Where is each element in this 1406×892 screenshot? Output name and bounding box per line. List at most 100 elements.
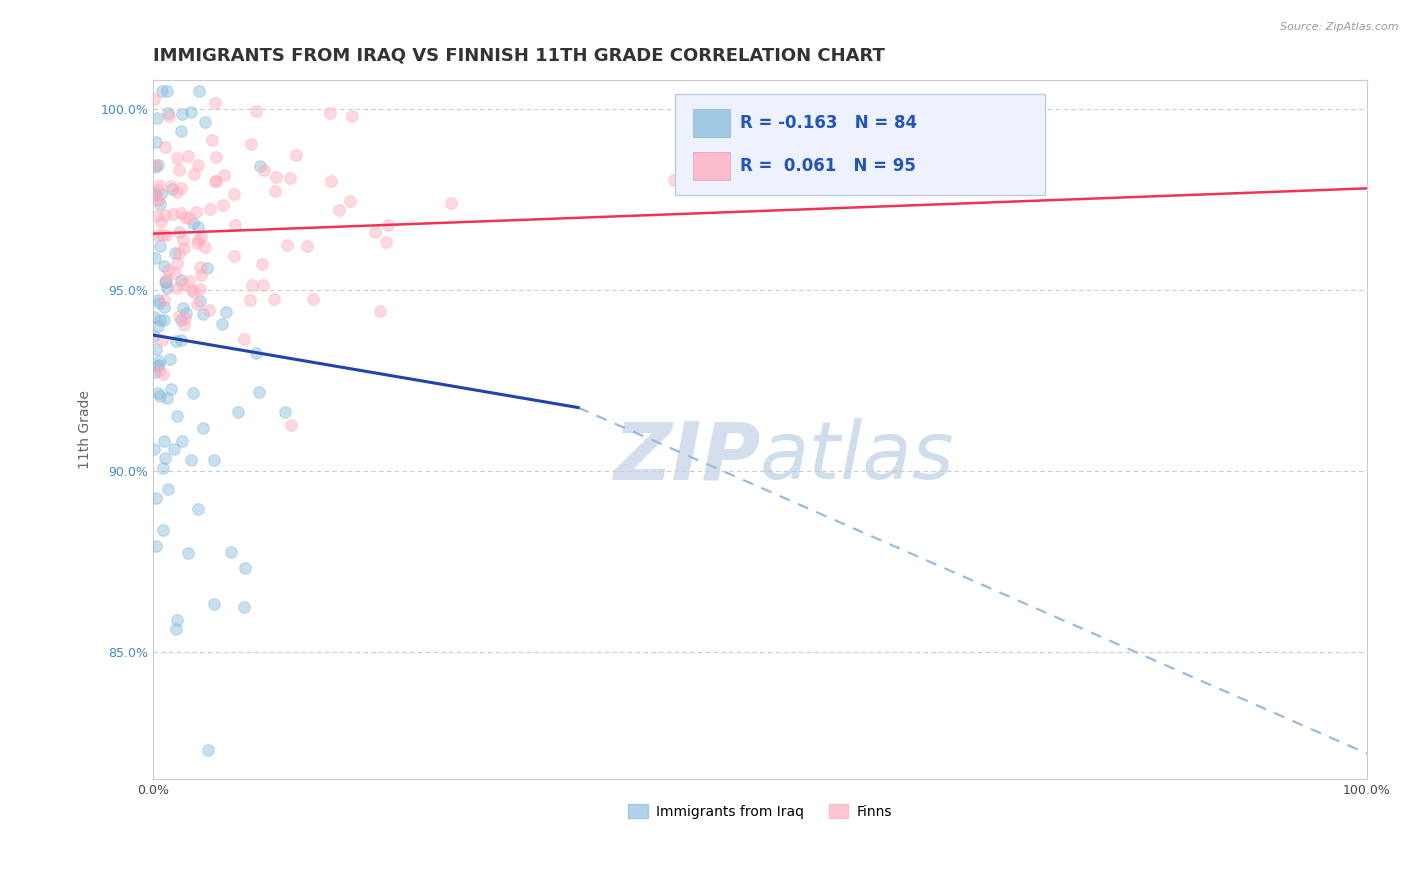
Point — [143, 160, 166, 174]
Point — [319, 174, 342, 188]
Point — [152, 523, 174, 537]
Point — [167, 309, 190, 323]
Point — [149, 238, 172, 252]
Point — [166, 185, 188, 199]
Point — [264, 170, 287, 185]
Legend: Immigrants from Iraq, Finns: Immigrants from Iraq, Finns — [623, 799, 898, 824]
Point — [177, 546, 200, 560]
Point — [157, 106, 180, 120]
Point — [149, 197, 172, 211]
Point — [212, 169, 235, 183]
Point — [166, 409, 188, 424]
Point — [187, 233, 209, 247]
Point — [215, 305, 238, 319]
Point — [340, 109, 363, 123]
Point — [180, 104, 202, 119]
Point — [153, 312, 176, 326]
Point — [183, 168, 205, 182]
Point — [146, 111, 169, 125]
Point — [263, 293, 285, 307]
Point — [149, 389, 172, 403]
Point — [181, 386, 204, 401]
Point — [364, 225, 387, 239]
Text: ZIP: ZIP — [613, 418, 761, 496]
Point — [278, 170, 301, 185]
Point — [170, 180, 193, 194]
Point — [148, 178, 170, 193]
Point — [155, 272, 177, 286]
Point — [180, 453, 202, 467]
Point — [211, 317, 233, 331]
Point — [374, 235, 396, 249]
Point — [148, 354, 170, 368]
Point — [145, 135, 167, 149]
Point — [179, 274, 201, 288]
Point — [159, 351, 181, 366]
Point — [183, 285, 205, 299]
Point — [172, 277, 194, 291]
Point — [157, 109, 180, 123]
Point — [377, 218, 399, 232]
Point — [153, 293, 176, 308]
Point — [167, 163, 190, 178]
Point — [201, 133, 224, 147]
Point — [224, 218, 246, 232]
Point — [186, 205, 208, 219]
Point — [170, 124, 193, 138]
Point — [233, 561, 256, 575]
Point — [143, 93, 166, 107]
Point — [276, 237, 298, 252]
Point — [187, 501, 209, 516]
Point — [145, 342, 167, 356]
Point — [156, 281, 179, 295]
Point — [176, 306, 198, 320]
Point — [662, 172, 685, 186]
Point — [302, 293, 325, 307]
Point — [188, 282, 211, 296]
Point — [160, 178, 183, 193]
Point — [173, 318, 195, 332]
Point — [274, 405, 297, 419]
Point — [204, 95, 226, 110]
Point — [285, 148, 308, 162]
Point — [188, 260, 211, 275]
Point — [180, 283, 202, 297]
Point — [149, 214, 172, 228]
Point — [146, 192, 169, 206]
Point — [143, 310, 166, 324]
Point — [193, 307, 215, 321]
Text: R =  0.061   N = 95: R = 0.061 N = 95 — [740, 157, 915, 175]
Point — [280, 418, 302, 433]
Point — [142, 442, 165, 457]
Point — [169, 312, 191, 326]
Point — [162, 207, 184, 221]
Point — [239, 293, 262, 307]
Point — [186, 297, 208, 311]
Point — [239, 136, 262, 151]
FancyBboxPatch shape — [693, 152, 730, 179]
Point — [155, 450, 177, 465]
Point — [145, 539, 167, 553]
Point — [204, 150, 226, 164]
Point — [169, 245, 191, 260]
Point — [197, 743, 219, 757]
Point — [160, 382, 183, 396]
Point — [177, 149, 200, 163]
Point — [148, 313, 170, 327]
Point — [170, 333, 193, 347]
Text: Source: ZipAtlas.com: Source: ZipAtlas.com — [1281, 22, 1399, 32]
Point — [249, 159, 271, 173]
Point — [165, 245, 187, 260]
Point — [156, 263, 179, 277]
Point — [173, 211, 195, 225]
Point — [245, 103, 267, 118]
Point — [368, 304, 391, 318]
Point — [219, 545, 242, 559]
Point — [339, 194, 361, 209]
Point — [194, 240, 217, 254]
Point — [195, 261, 218, 276]
Point — [222, 249, 245, 263]
Point — [145, 491, 167, 505]
Point — [155, 227, 177, 242]
FancyBboxPatch shape — [675, 94, 1046, 195]
